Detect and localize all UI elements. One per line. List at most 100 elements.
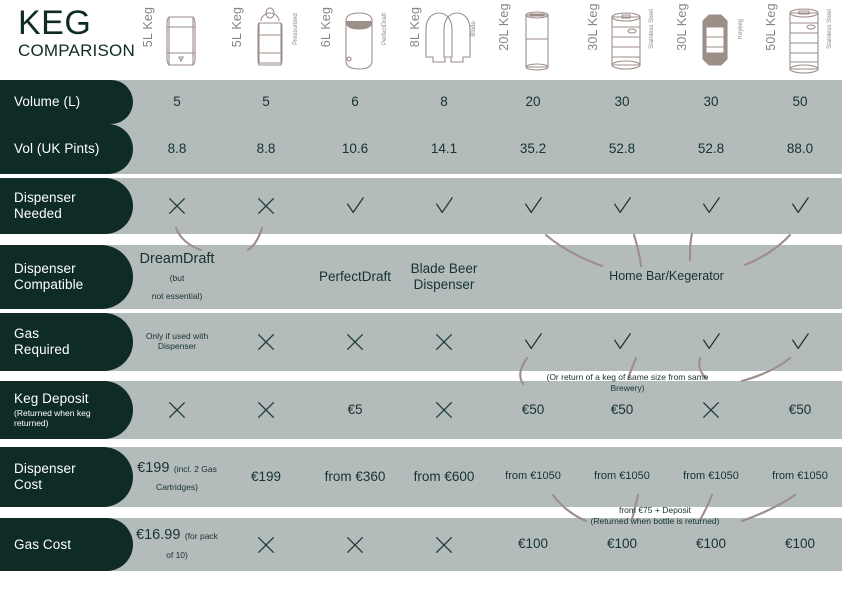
- cell-value: 52.8: [697, 140, 725, 156]
- table-cell: [400, 313, 488, 371]
- table-cell: 88.0: [756, 124, 842, 174]
- table-cell: 52.8: [667, 124, 755, 174]
- cell-value: from €1050: [772, 470, 828, 483]
- cross-icon: [344, 534, 366, 556]
- column-sublabel: Blade: [471, 21, 477, 37]
- table-cell: from €360: [311, 447, 399, 507]
- column-label: 20L Keg: [497, 3, 511, 51]
- cell-value-group: DreamDraft (but not essential): [133, 250, 221, 304]
- cell-value: €100: [517, 536, 549, 552]
- keykeg-icon: [689, 5, 741, 77]
- table-row: Gas Cost €16.99 (for pack of 10) €100 €100 €…: [0, 518, 842, 571]
- check-icon: [522, 331, 544, 353]
- title-sub: COMPARISON: [18, 41, 135, 60]
- column-label: 6L Keg: [319, 6, 333, 48]
- cell-value: 8: [440, 93, 448, 109]
- cross-icon: [255, 331, 277, 353]
- cross-icon: [433, 331, 455, 353]
- table-cell: 52.8: [578, 124, 666, 174]
- table-cell: [311, 178, 399, 234]
- table-cell: €199: [222, 447, 310, 507]
- steel-keg-icon: [600, 5, 652, 77]
- check-icon: [700, 331, 722, 353]
- cell-value: DreamDraft: [139, 250, 215, 267]
- column-header-2: 5L Keg Pressurised: [222, 0, 310, 80]
- row-label-pill: Gas Required: [0, 313, 133, 371]
- table-cell: 6: [311, 80, 399, 124]
- table-cell: [222, 245, 310, 309]
- table-cell: €100: [578, 518, 666, 571]
- table-cell: 8: [400, 80, 488, 124]
- column-sublabel: PerfectDraft: [382, 13, 388, 46]
- table-row: Dispenser Compatible DreamDraft (but not es…: [0, 245, 842, 309]
- row-label: Dispenser Cost: [14, 461, 76, 492]
- cell-value: 30: [703, 93, 719, 109]
- cell-value-group: €16.99 (for pack of 10): [133, 526, 221, 562]
- table-cell: 8.8: [222, 124, 310, 174]
- table-cell: €100: [667, 518, 755, 571]
- column-header-7: 30L Keg Keykeg: [667, 0, 755, 80]
- cell-value: 20: [525, 93, 541, 109]
- table-cell: 5: [133, 80, 221, 124]
- table-cell: 50: [756, 80, 842, 124]
- column-header-1: 5L Keg: [133, 0, 221, 80]
- table-row: Dispenser Needed: [0, 178, 842, 234]
- cell-value: from €1050: [683, 470, 739, 483]
- cross-icon: [700, 399, 722, 421]
- cross-icon: [166, 399, 188, 421]
- pressurised-keg-icon: [244, 5, 296, 77]
- table-row: Keg Deposit (Returned when keg returned) €5…: [0, 381, 842, 439]
- gas-bottle-annotation: from €75 + Deposit (Returned when bottle…: [590, 505, 720, 526]
- column-label: 30L Keg: [586, 3, 600, 51]
- cross-icon: [166, 195, 188, 217]
- keg-return-annotation: (Or return of a keg of same size from sa…: [546, 372, 709, 393]
- table-cell: €5: [311, 381, 399, 439]
- cell-value: 50: [792, 93, 808, 109]
- table-cell: €16.99 (for pack of 10): [133, 518, 221, 571]
- row-label: Gas Required: [14, 326, 70, 357]
- table-cell: €50: [756, 381, 842, 439]
- table-cell: [578, 313, 666, 371]
- row-label: Gas Cost: [14, 536, 72, 552]
- cell-value-group: €199 (incl. 2 Gas Cartridges): [137, 459, 217, 495]
- table-cell: €199 (incl. 2 Gas Cartridges): [133, 447, 221, 507]
- page-title: KEG COMPARISON: [18, 6, 135, 59]
- column-sublabel: Stainless Steel: [827, 9, 833, 49]
- row-label-pill: Volume (L): [0, 80, 133, 124]
- cell-value: €100: [695, 536, 727, 552]
- table-row: Volume (L) 5 5 6 8 20 30 30 50: [0, 80, 842, 124]
- row-label: Vol (UK Pints): [14, 141, 100, 157]
- cross-icon: [433, 534, 455, 556]
- table-cell: €100: [756, 518, 842, 571]
- column-header-8: 50L Keg Stainless Steel: [756, 0, 842, 80]
- check-icon: [789, 331, 811, 353]
- cell-note: Only if used with Dispenser: [145, 331, 209, 351]
- cell-value: 8.8: [167, 140, 187, 156]
- check-icon: [789, 195, 811, 217]
- table-cell: [311, 518, 399, 571]
- table-row: Gas Required Only if used with Dispenser: [0, 313, 842, 371]
- column-sublabel: Keykeg: [738, 19, 744, 40]
- perfectdraft-keg-icon: [333, 5, 385, 77]
- row-label-pill: Dispenser Cost: [0, 447, 133, 507]
- column-header-6: 30L Keg Stainless Steel: [578, 0, 666, 80]
- table-cell: 14.1: [400, 124, 488, 174]
- table-cell: from €1050: [489, 447, 577, 507]
- table-cell: from €1050: [578, 447, 666, 507]
- cell-value: from €1050: [594, 470, 650, 483]
- row-label-note: (Returned when keg returned): [14, 407, 91, 428]
- column-label: 8L Keg: [408, 6, 422, 48]
- cell-value: 88.0: [786, 140, 814, 156]
- column-label: 5L Keg: [141, 6, 155, 48]
- cell-value: €5: [347, 401, 363, 417]
- cross-icon: [433, 399, 455, 421]
- cell-value: 30: [614, 93, 630, 109]
- cell-value: 52.8: [608, 140, 636, 156]
- column-label: 30L Keg: [675, 3, 689, 51]
- table-cell: [400, 518, 488, 571]
- cross-icon: [344, 331, 366, 353]
- row-label: Dispenser Compatible: [14, 261, 84, 292]
- cross-icon: [255, 399, 277, 421]
- table-cell: from €1050: [756, 447, 842, 507]
- table-cell: [133, 381, 221, 439]
